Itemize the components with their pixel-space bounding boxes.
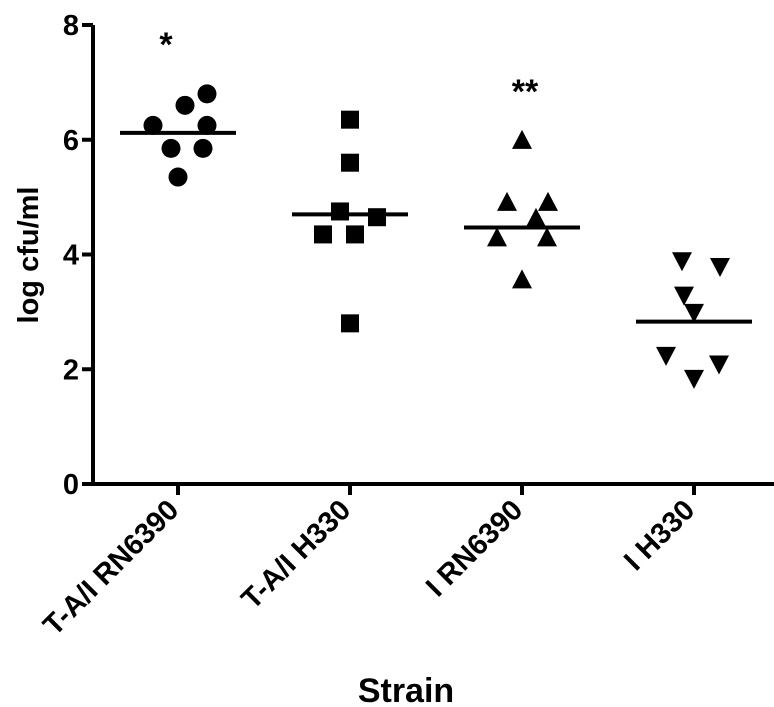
y-axis-label: log cfu/ml (13, 187, 45, 324)
square-point (314, 225, 332, 244)
square-point (341, 314, 359, 333)
circle-point (193, 138, 213, 158)
x-axis-label: Strain (358, 672, 454, 707)
circle-point (161, 138, 181, 158)
triangle-up-point (512, 269, 532, 289)
triangle-down-point (656, 346, 676, 366)
square-point (368, 208, 386, 227)
triangle-up-point (537, 227, 557, 247)
axes: 0 2 4 6 8 T-A/I RN6390 T-A/I H330 I RN6390 I H33… (37, 10, 774, 642)
y-tick-label: 6 (63, 125, 79, 157)
triangle-down-point (710, 257, 730, 277)
circle-point (175, 95, 195, 115)
triangle-down-point (672, 252, 692, 272)
square-point (341, 110, 359, 129)
series-group (292, 110, 408, 333)
circle-point (143, 115, 163, 135)
series-group: ** (464, 73, 580, 289)
triangle-down-point (684, 303, 704, 323)
significance-label: ** (512, 73, 539, 111)
series-group (636, 252, 752, 389)
y-tick-label: 4 (63, 240, 79, 272)
triangle-down-point (709, 355, 729, 375)
triangle-up-point (538, 191, 558, 211)
x-tick-label: T-A/I RN6390 (37, 494, 185, 642)
triangle-down-point (674, 286, 694, 306)
circle-point (197, 115, 217, 135)
triangle-down-point (684, 369, 704, 389)
triangle-up-point (487, 227, 507, 247)
significance-label: * (159, 26, 173, 64)
y-tick-label: 8 (63, 10, 79, 42)
x-tick-label: I H330 (618, 494, 701, 577)
square-point (331, 202, 349, 221)
series-group: * (120, 26, 236, 187)
y-tick-label: 2 (63, 354, 79, 386)
triangle-up-point (512, 129, 532, 149)
triangle-up-point (497, 191, 517, 211)
square-point (341, 153, 359, 172)
x-tick-label: T-A/I H330 (236, 494, 358, 616)
circle-point (168, 167, 188, 187)
square-point (346, 225, 364, 244)
triangle-up-point (526, 207, 546, 227)
x-tick-label: I RN6390 (420, 494, 529, 603)
circle-point (197, 84, 217, 104)
data-marks: *** (120, 26, 752, 389)
y-tick-label: 0 (63, 469, 79, 501)
